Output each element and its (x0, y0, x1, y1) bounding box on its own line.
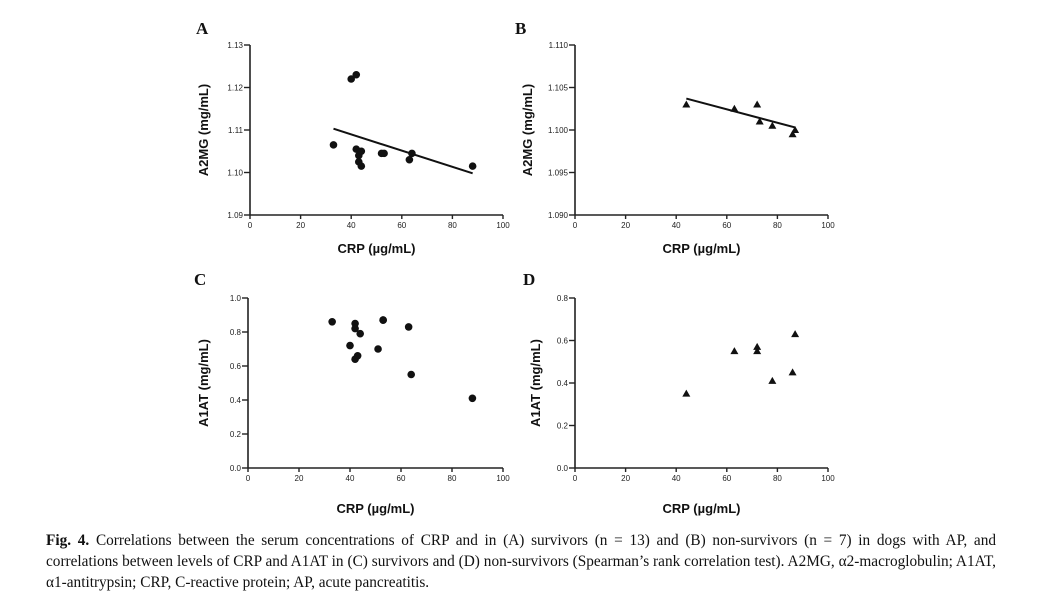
x-tick-label: 20 (295, 474, 304, 483)
data-point-circle (407, 370, 416, 379)
y-tick-label: 1.13 (227, 41, 243, 50)
x-tick-label: 60 (397, 221, 406, 230)
x-tick-label: 0 (573, 474, 578, 483)
data-point-triangle (753, 100, 762, 108)
x-axis-label: CRP (µg/mL) (662, 501, 740, 516)
data-point-triangle (768, 121, 777, 129)
data-point-triangle (791, 126, 800, 133)
x-tick-label: 40 (347, 221, 356, 230)
x-axis-label: CRP (µg/mL) (337, 241, 415, 256)
data-point-circle (352, 70, 361, 79)
y-tick-label: 1.110 (549, 41, 569, 50)
data-point-circle (351, 324, 359, 333)
regression-line (686, 97, 796, 129)
panel-letter: A (196, 19, 209, 38)
regression-line (333, 127, 473, 175)
data-point-circle (380, 149, 388, 158)
caption-text: Correlations between the serum concentra… (46, 532, 996, 591)
x-tick-label: 80 (448, 221, 457, 230)
y-axis-label: A2MG (mg/mL) (196, 84, 211, 176)
y-tick-label: 0.6 (230, 362, 242, 371)
data-point-circle (379, 316, 387, 324)
data-point-circle (347, 75, 356, 83)
y-tick-label: 1.105 (548, 84, 569, 93)
y-tick-label: 0.2 (230, 430, 242, 439)
data-point-triangle (753, 342, 762, 350)
x-tick-label: 60 (722, 474, 731, 483)
x-tick-label: 80 (773, 221, 782, 230)
figure-four-panels: A 1.09 1.10 1.11 1.12 1.13 0 20 40 60 80 100 CRP (µg… (194, 19, 835, 516)
x-tick-label: 0 (246, 474, 251, 483)
x-tick-label: 0 (573, 221, 578, 230)
y-tick-label: 1.0 (230, 294, 242, 303)
x-tick-label: 20 (296, 221, 305, 230)
panel-letter: C (194, 270, 206, 289)
data-point-circle (405, 155, 414, 164)
data-point-circle (404, 323, 413, 331)
y-tick-label: 0.0 (230, 464, 242, 473)
x-tick-label: 40 (672, 221, 681, 230)
x-tick-label: 100 (496, 474, 510, 483)
panel-letter: D (523, 270, 535, 289)
data-point-circle (328, 318, 336, 326)
x-tick-label: 60 (397, 474, 406, 483)
x-tick-label: 60 (722, 221, 731, 230)
y-tick-label: 1.12 (227, 84, 243, 93)
x-tick-label: 20 (621, 221, 630, 230)
y-tick-label: 1.090 (548, 211, 569, 220)
x-tick-label: 80 (773, 474, 782, 483)
y-tick-label: 0.8 (230, 328, 242, 337)
x-tick-label: 40 (672, 474, 681, 483)
data-point-triangle (682, 389, 691, 397)
x-tick-label: 0 (248, 221, 253, 230)
data-point-triangle (753, 347, 762, 355)
y-tick-label: 0.0 (557, 464, 569, 473)
data-point-triangle (768, 376, 777, 384)
caption-fig-label: Fig. 4. (46, 532, 90, 549)
y-tick-label: 0.8 (557, 294, 569, 303)
x-tick-label: 100 (496, 221, 510, 230)
y-tick-label: 0.2 (557, 422, 569, 431)
y-tick-label: 1.095 (548, 169, 569, 178)
x-axis-label: CRP (µg/mL) (662, 241, 740, 256)
y-axis-label: A1AT (mg/mL) (196, 339, 211, 427)
y-tick-label: 0.4 (230, 396, 242, 405)
x-tick-label: 40 (346, 474, 355, 483)
data-point-circle (329, 141, 338, 149)
y-axis-label: A2MG (mg/mL) (520, 84, 535, 176)
x-axis-label: CRP (µg/mL) (336, 501, 414, 516)
x-tick-label: 100 (821, 221, 835, 230)
data-point-triangle (788, 130, 797, 138)
data-point-circle (468, 394, 477, 403)
data-point-circle (353, 352, 362, 360)
y-axis-label: A1AT (mg/mL) (528, 339, 543, 427)
data-point-triangle (682, 100, 691, 108)
data-point-circle (408, 149, 416, 158)
y-tick-label: 0.6 (557, 337, 569, 346)
y-tick-label: 0.4 (557, 379, 569, 388)
y-tick-label: 1.10 (227, 169, 243, 178)
data-point-circle (346, 341, 354, 350)
x-tick-label: 20 (621, 474, 630, 483)
data-point-triangle (791, 330, 800, 338)
data-point-triangle (755, 117, 764, 125)
data-point-triangle (788, 368, 797, 376)
data-point-circle (356, 329, 365, 338)
y-tick-label: 1.100 (548, 126, 569, 135)
data-point-circle (357, 162, 366, 170)
data-point-circle (357, 147, 366, 156)
y-tick-label: 1.11 (228, 126, 244, 135)
figure-caption: Fig. 4. Correlations between the serum c… (46, 530, 996, 593)
panel-letter: B (515, 19, 526, 38)
data-point-triangle (730, 104, 739, 112)
y-tick-label: 1.09 (227, 211, 243, 220)
data-point-circle (374, 345, 382, 353)
x-tick-label: 80 (448, 474, 457, 483)
data-point-circle (468, 162, 477, 170)
data-point-triangle (730, 347, 739, 355)
x-tick-label: 100 (821, 474, 835, 483)
